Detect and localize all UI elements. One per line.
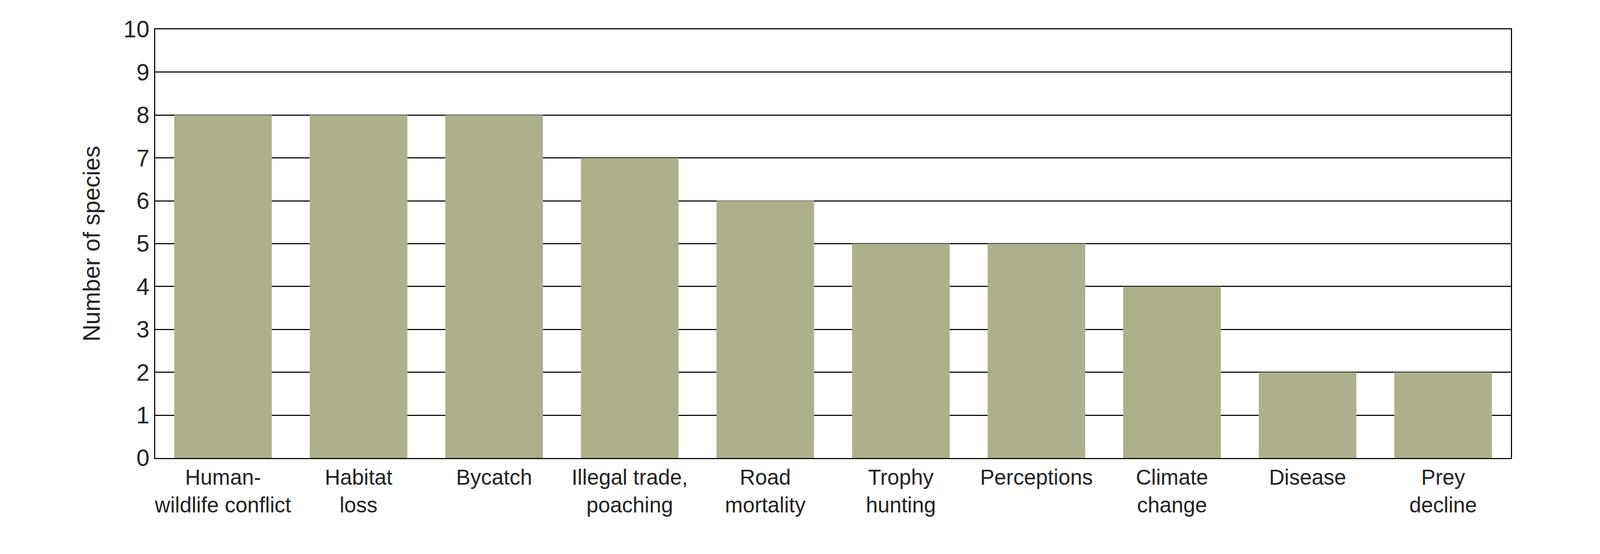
svg-text:7: 7 xyxy=(136,145,150,172)
svg-text:1: 1 xyxy=(136,402,150,429)
svg-text:Number of species: Number of species xyxy=(78,146,105,342)
svg-text:3: 3 xyxy=(136,316,150,343)
svg-text:5: 5 xyxy=(136,230,150,257)
svg-text:Illegal trade,poaching: Illegal trade,poaching xyxy=(571,465,688,517)
svg-text:4: 4 xyxy=(136,273,150,300)
svg-text:Climatechange: Climatechange xyxy=(1136,465,1209,517)
svg-text:Roadmortality: Roadmortality xyxy=(724,465,806,517)
svg-text:Preydecline: Preydecline xyxy=(1409,465,1478,517)
svg-text:9: 9 xyxy=(136,59,150,86)
svg-text:Bycatch: Bycatch xyxy=(456,465,532,490)
svg-text:Human-wildlife conflict: Human-wildlife conflict xyxy=(154,465,292,517)
svg-text:0: 0 xyxy=(136,444,150,471)
svg-text:Trophyhunting: Trophyhunting xyxy=(865,465,936,517)
svg-text:6: 6 xyxy=(136,187,150,214)
svg-text:8: 8 xyxy=(136,101,150,128)
svg-text:Perceptions: Perceptions xyxy=(980,465,1093,490)
svg-text:Disease: Disease xyxy=(1268,465,1347,490)
svg-text:Habitatloss: Habitatloss xyxy=(324,465,393,517)
svg-text:2: 2 xyxy=(136,359,150,386)
svg-text:10: 10 xyxy=(123,16,150,43)
